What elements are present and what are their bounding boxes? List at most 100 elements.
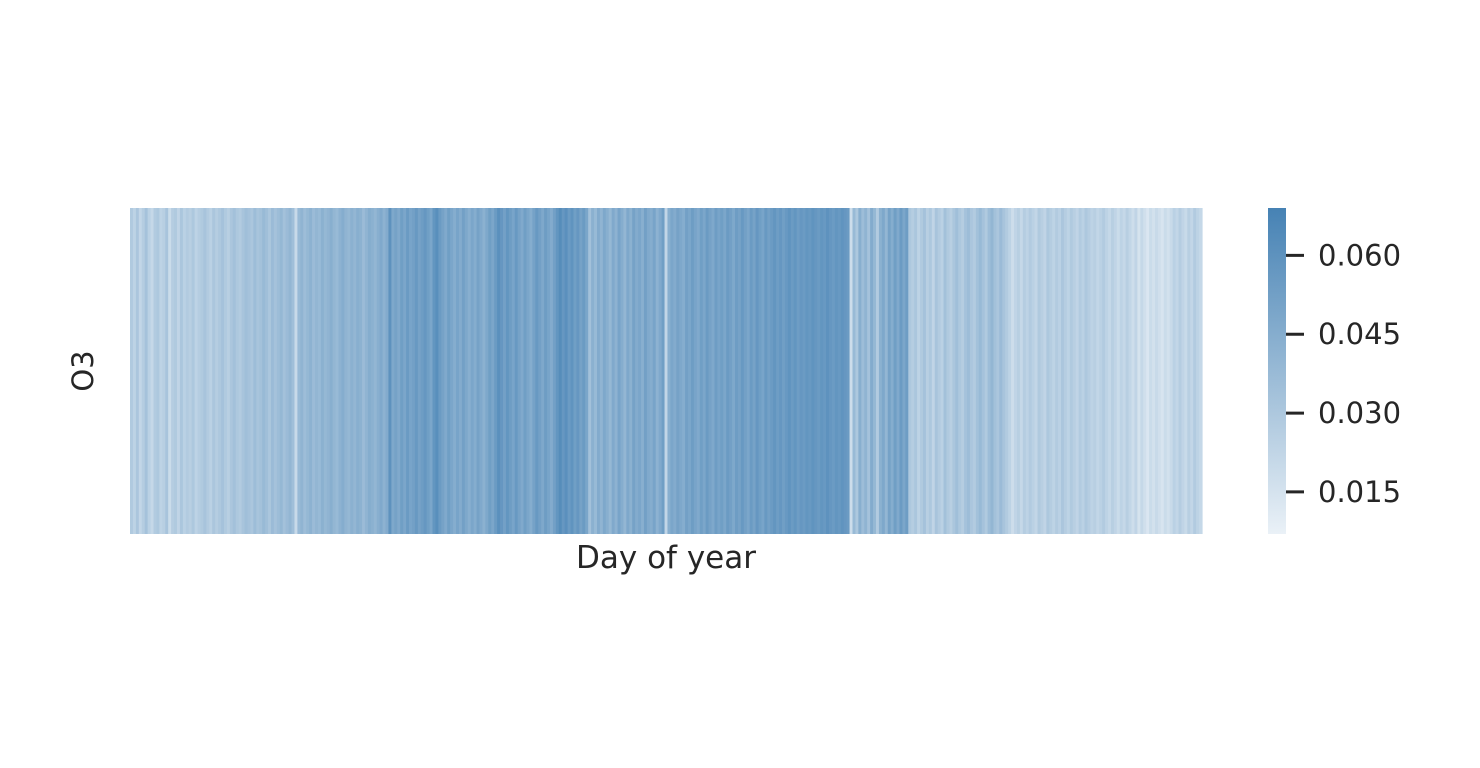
heatmap-cell bbox=[664, 208, 669, 534]
heatmap-cell bbox=[423, 208, 428, 534]
heatmap-cell bbox=[1061, 208, 1065, 534]
heatmap-cell bbox=[382, 208, 387, 534]
heatmap-cell bbox=[922, 208, 927, 534]
heatmap-cell bbox=[776, 208, 780, 534]
heatmap-cell bbox=[705, 208, 710, 534]
heatmap-cell bbox=[870, 208, 874, 534]
heatmap-cell bbox=[1081, 208, 1086, 534]
heatmap-cell bbox=[667, 208, 672, 534]
heatmap-cell bbox=[1014, 208, 1018, 534]
heatmap-cell bbox=[1155, 208, 1159, 534]
heatmap-cell bbox=[884, 208, 889, 534]
heatmap-cell bbox=[315, 208, 319, 534]
heatmap-cell bbox=[270, 208, 275, 534]
heatmap-cell bbox=[438, 208, 442, 534]
heatmap-cell bbox=[720, 208, 724, 534]
heatmap-cell bbox=[541, 208, 545, 534]
heatmap-cell bbox=[673, 208, 677, 534]
heatmap-cell bbox=[685, 208, 689, 534]
heatmap-cell bbox=[153, 208, 158, 534]
heatmap-cell bbox=[385, 208, 390, 534]
heatmap-cell bbox=[1125, 208, 1130, 534]
heatmap-cell bbox=[332, 208, 337, 534]
heatmap-cell bbox=[1096, 208, 1100, 534]
heatmap-cell bbox=[820, 208, 824, 534]
heatmap-cell bbox=[547, 208, 551, 534]
heatmap-cell bbox=[159, 208, 163, 534]
heatmap-cells bbox=[130, 208, 1203, 534]
heatmap-cell bbox=[1131, 208, 1136, 534]
heatmap-cell bbox=[834, 208, 839, 534]
heatmap-cell bbox=[688, 208, 692, 534]
heatmap-cell bbox=[297, 208, 301, 534]
heatmap-cell bbox=[350, 208, 354, 534]
heatmap-cell bbox=[467, 208, 472, 534]
heatmap-cell bbox=[635, 208, 639, 534]
heatmap-cell bbox=[256, 208, 260, 534]
heatmap-cell bbox=[617, 208, 622, 534]
heatmap-cell bbox=[1181, 208, 1185, 534]
heatmap-cell bbox=[1066, 208, 1071, 534]
heatmap-cell bbox=[567, 208, 572, 534]
heatmap-cell bbox=[320, 208, 325, 534]
heatmap-cell bbox=[817, 208, 821, 534]
heatmap-cell bbox=[1105, 208, 1109, 534]
heatmap-cell bbox=[1072, 208, 1077, 534]
heatmap-cell bbox=[1040, 208, 1045, 534]
heatmap-cell bbox=[435, 208, 439, 534]
heatmap-cell bbox=[591, 208, 595, 534]
heatmap-cell bbox=[409, 208, 413, 534]
heatmap-cell bbox=[908, 208, 912, 534]
heatmap-cell bbox=[864, 208, 868, 534]
heatmap-cell bbox=[875, 208, 880, 534]
heatmap-cell bbox=[174, 208, 178, 534]
heatmap-cell bbox=[1031, 208, 1036, 534]
heatmap-cell bbox=[676, 208, 680, 534]
heatmap-cell bbox=[212, 208, 216, 534]
heatmap-cell bbox=[391, 208, 395, 534]
heatmap-cell bbox=[843, 208, 848, 534]
heatmap-cell bbox=[150, 208, 155, 534]
heatmap-cell bbox=[1075, 208, 1080, 534]
heatmap-cell bbox=[729, 208, 733, 534]
heatmap-cell bbox=[984, 208, 989, 534]
heatmap-cell bbox=[952, 208, 956, 534]
heatmap-cell bbox=[611, 208, 616, 534]
heatmap-cell bbox=[1113, 208, 1118, 534]
heatmap-cell bbox=[799, 208, 804, 534]
heatmap-cell bbox=[344, 208, 348, 534]
heatmap-cell bbox=[1019, 208, 1024, 534]
heatmap-cell bbox=[229, 208, 234, 534]
x-axis-label: Day of year bbox=[576, 540, 756, 576]
heatmap-cell bbox=[456, 208, 460, 534]
heatmap-cell bbox=[303, 208, 307, 534]
heatmap-cell bbox=[1090, 208, 1094, 534]
heatmap-cell bbox=[917, 208, 921, 534]
heatmap-cell bbox=[779, 208, 783, 534]
heatmap-cell bbox=[743, 208, 748, 534]
heatmap-cell bbox=[218, 208, 222, 534]
heatmap-cell bbox=[961, 208, 965, 534]
heatmap-cell bbox=[288, 208, 293, 534]
heatmap-cell bbox=[735, 208, 739, 534]
heatmap-cell bbox=[925, 208, 930, 534]
row-label: O3 bbox=[66, 350, 100, 391]
heatmap-cell bbox=[235, 208, 240, 534]
heatmap-cell bbox=[920, 208, 924, 534]
heatmap-cell bbox=[188, 208, 193, 534]
heatmap-cell bbox=[329, 208, 334, 534]
heatmap-cell bbox=[326, 208, 331, 534]
heatmap-cell bbox=[485, 208, 489, 534]
heatmap-cell bbox=[849, 208, 854, 534]
colorbar-tick-label: 0.030 bbox=[1318, 396, 1401, 430]
heatmap-cell bbox=[573, 208, 578, 534]
heatmap-cell bbox=[887, 208, 892, 534]
heatmap-cell bbox=[502, 208, 507, 534]
heatmap-cell bbox=[514, 208, 519, 534]
heatmap-cell bbox=[544, 208, 548, 534]
heatmap-cell bbox=[132, 208, 137, 534]
heatmap-cell bbox=[946, 208, 951, 534]
heatmap-cell bbox=[203, 208, 207, 534]
heatmap-cell bbox=[555, 208, 560, 534]
heatmap-cell bbox=[1119, 208, 1124, 534]
